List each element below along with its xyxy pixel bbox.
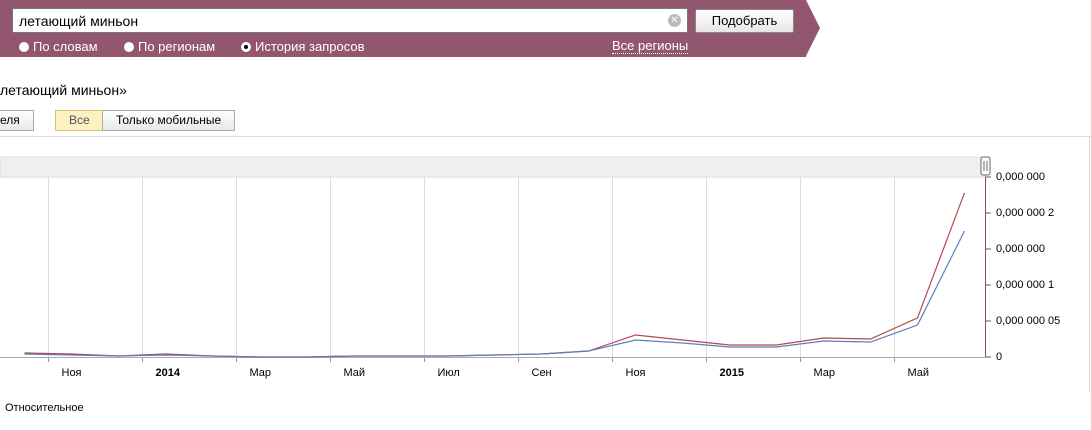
x-tick-label: 2015 (720, 367, 744, 379)
x-tick-label: 2014 (156, 367, 181, 379)
submit-button[interactable]: Подобрать (695, 9, 794, 33)
mode-option[interactable]: По словам (19, 39, 98, 54)
y-tick-label: 0,000 000 1 (996, 279, 1054, 291)
x-tick-label: Сен (532, 367, 552, 379)
y-tick-label: 0,000 000 (996, 171, 1045, 183)
x-tick-label: Ноя (626, 367, 646, 379)
radio[interactable] (241, 42, 251, 52)
chart: Ноя 2014 Мар Май Июл Сен Ноя 2015 Мар Май 0 0,000 0… (0, 136, 1091, 392)
mode-label: По словам (33, 39, 98, 54)
x-tick-label: Мар (814, 367, 836, 379)
x-tick-label: Ноя (62, 367, 82, 379)
mode-option[interactable]: По регионам (124, 39, 215, 54)
search-bar-tip (806, 0, 820, 56)
y-tick-label: 0 (996, 351, 1002, 363)
y-tick-label: 0,000 000 05 (996, 315, 1060, 327)
tab[interactable]: еля (0, 110, 34, 131)
scroll-handle[interactable] (980, 156, 991, 176)
tab[interactable]: Все (55, 110, 104, 131)
radio[interactable] (19, 42, 29, 52)
radio[interactable] (124, 42, 134, 52)
series-line (24, 230, 966, 358)
mode-option[interactable]: История запросов (241, 39, 365, 54)
heading: летающий миньон» (0, 82, 127, 98)
query: летающий миньон (19, 13, 139, 29)
series-line (24, 192, 966, 358)
mode-label: История запросов (255, 39, 365, 54)
search-input[interactable]: летающий миньон ✕ (12, 8, 688, 33)
y-tick-label: 0,000 000 2 (996, 207, 1054, 219)
tab[interactable]: Только мобильные (102, 110, 236, 131)
footer-label: Относительное (5, 402, 84, 414)
clear-button[interactable]: ✕ (668, 14, 681, 27)
x-tick-label: Май (908, 367, 930, 379)
region-link[interactable]: Все регионы (612, 38, 689, 54)
mode-label: По регионам (138, 39, 216, 54)
y-tick-label: 0,000 000 (996, 243, 1045, 255)
x-tick-label: Мар (250, 367, 272, 379)
x-tick-label: Июл (438, 367, 460, 379)
navigator-band (0, 156, 986, 178)
x-tick-label: Май (344, 367, 366, 379)
